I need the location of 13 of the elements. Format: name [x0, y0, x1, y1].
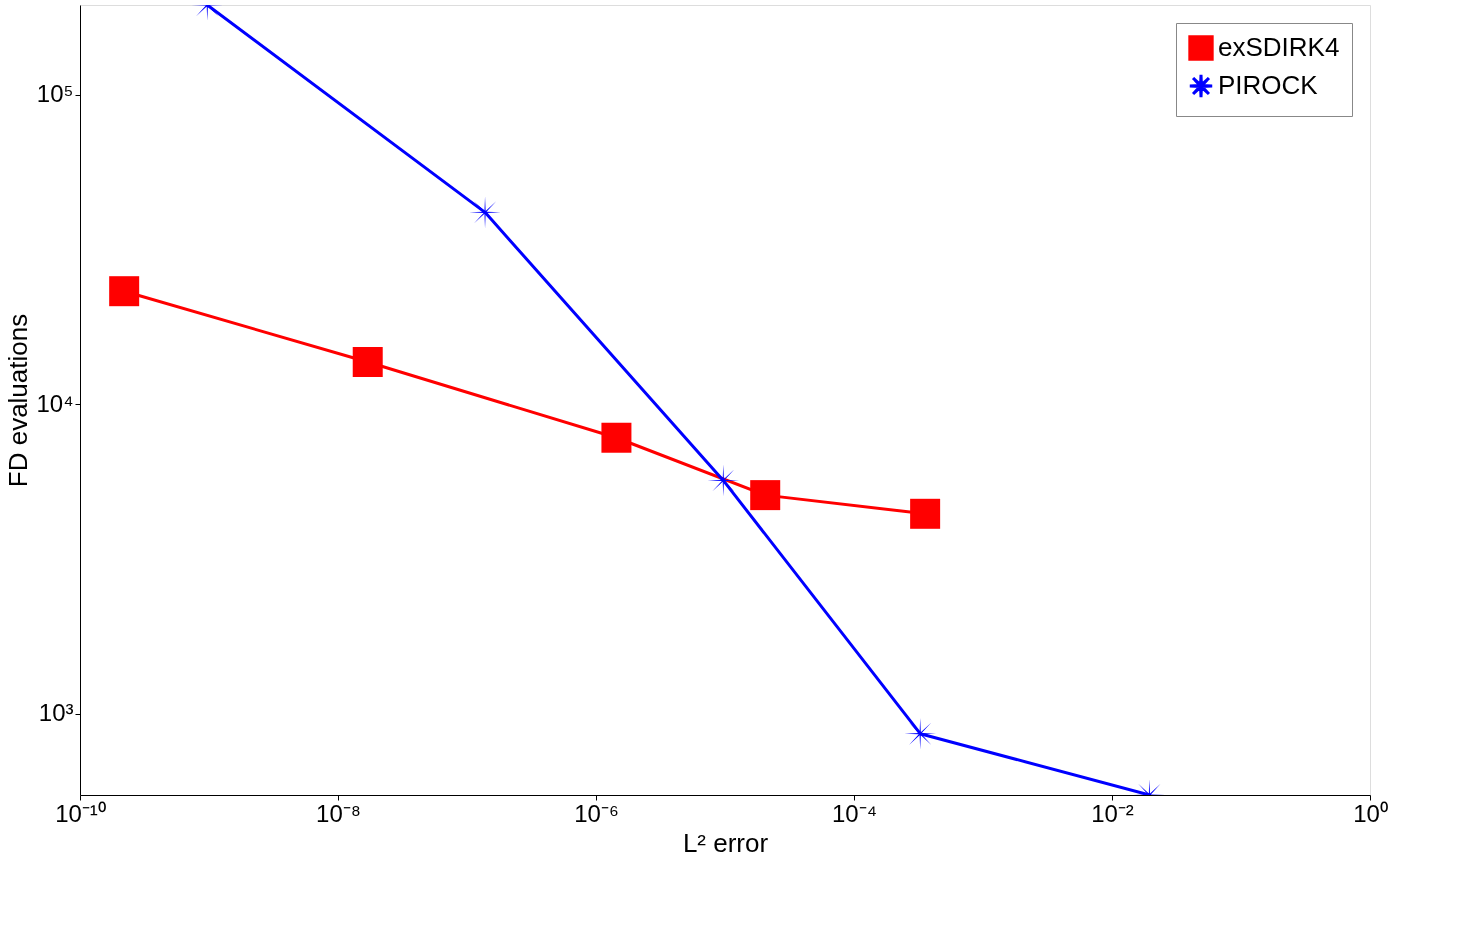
legend-label: PIROCK: [1218, 70, 1319, 100]
x-tick-label: 10⁻⁸: [316, 799, 361, 827]
x-tick-label: 10⁰: [1353, 799, 1388, 827]
x-tick-label: 10⁻⁶: [574, 799, 619, 827]
y-tick-label: 10⁴: [36, 389, 74, 417]
y-axis-title: FD evaluations: [3, 313, 34, 488]
x-axis-title: L² error: [682, 827, 769, 858]
y-tick-label: 10⁵: [36, 80, 74, 108]
x-tick-label: 10⁻⁴: [831, 799, 878, 827]
legend-label: exSDIRK4: [1218, 32, 1340, 62]
x-tick-label: 10⁻²: [1091, 799, 1134, 827]
x-tick-label: 10⁻¹⁰: [55, 799, 106, 827]
y-tick-label: 10³: [38, 699, 74, 727]
